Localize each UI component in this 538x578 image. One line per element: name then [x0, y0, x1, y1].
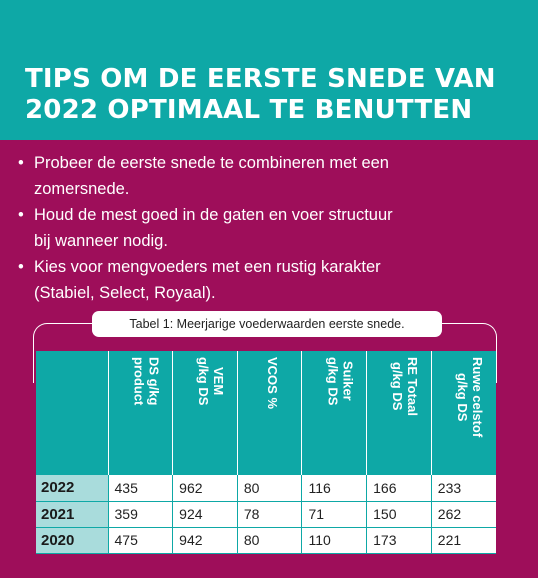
tip-item: • Probeer de eerste snede te combineren …: [18, 150, 528, 202]
table-cell: 924: [172, 501, 238, 528]
table-cell: 233: [431, 475, 496, 502]
data-table: DS g/kg product VEM g/kg DS VCOS % Suiker g…: [36, 351, 496, 554]
nutrition-table: DS g/kg product VEM g/kg DS VCOS % Suiker g…: [36, 351, 496, 554]
table-cell-year: 2022: [36, 475, 109, 502]
table-cell-year: 2020: [36, 527, 109, 554]
table-cell: 71: [301, 501, 368, 528]
bullet-icon: •: [18, 154, 24, 172]
table-cell-year: 2021: [36, 501, 109, 528]
table-cell: 80: [237, 475, 303, 502]
column-header-ruwe-celstof: Ruwe celstof g/kg DS: [431, 351, 496, 475]
tip-text: Kies voor mengvoeders met een rustig kar…: [34, 258, 381, 276]
table-cell: 150: [366, 501, 432, 528]
table-cell: 116: [301, 475, 368, 502]
column-header-suiker: Suiker g/kg DS: [301, 351, 368, 475]
table-cell: 173: [366, 527, 432, 554]
tip-text-cont: bij wanneer nodig.: [34, 232, 168, 250]
column-header-year: [36, 351, 109, 475]
table-cell: 475: [108, 527, 174, 554]
page-title: TIPS OM DE EERSTE SNEDE VAN 2022 OPTIMAA…: [25, 64, 496, 126]
column-header-ds: DS g/kg product: [108, 351, 174, 475]
table-cell: 78: [237, 501, 303, 528]
table-row: 2021 359 924 78 71 150 262: [36, 501, 496, 528]
table-cell: 359: [108, 501, 174, 528]
table-cell: 110: [301, 527, 368, 554]
table-cell: 942: [172, 527, 238, 554]
tip-text-cont: zomersnede.: [34, 180, 130, 198]
column-header-vem: VEM g/kg DS: [172, 351, 238, 475]
tip-item: • Houd de mest goed in de gaten en voer …: [18, 202, 528, 254]
header-band: [0, 0, 538, 140]
table-cell: 221: [431, 527, 496, 554]
table-row: 2022 435 962 80 116 166 233: [36, 475, 496, 502]
table-cell: 962: [172, 475, 238, 502]
table-cell: 80: [237, 527, 303, 554]
table-header-row: DS g/kg product VEM g/kg DS VCOS % Suiker g…: [36, 351, 496, 475]
tip-text-cont: (Stabiel, Select, Royaal).: [34, 284, 216, 302]
table-row: 2020 475 942 80 110 173 221: [36, 527, 496, 554]
tips-list: • Probeer de eerste snede te combineren …: [18, 150, 528, 306]
tip-item: • Kies voor mengvoeders met een rustig k…: [18, 254, 528, 306]
table-cell: 435: [108, 475, 174, 502]
table-caption: Tabel 1: Meerjarige voederwaarden eerste…: [92, 311, 442, 337]
tip-text: Probeer de eerste snede te combineren me…: [34, 154, 389, 172]
bullet-icon: •: [18, 258, 24, 276]
table-cell: 166: [366, 475, 432, 502]
bullet-icon: •: [18, 206, 24, 224]
table-cell: 262: [431, 501, 496, 528]
tip-text: Houd de mest goed in de gaten en voer st…: [34, 206, 393, 224]
column-header-re-totaal: RE Totaal g/kg DS: [366, 351, 432, 475]
title-line-1: TIPS OM DE EERSTE SNEDE VAN: [25, 64, 496, 94]
column-header-vcos: VCOS %: [237, 351, 303, 475]
title-line-2: 2022 OPTIMAAL TE BENUTTEN: [25, 95, 473, 125]
